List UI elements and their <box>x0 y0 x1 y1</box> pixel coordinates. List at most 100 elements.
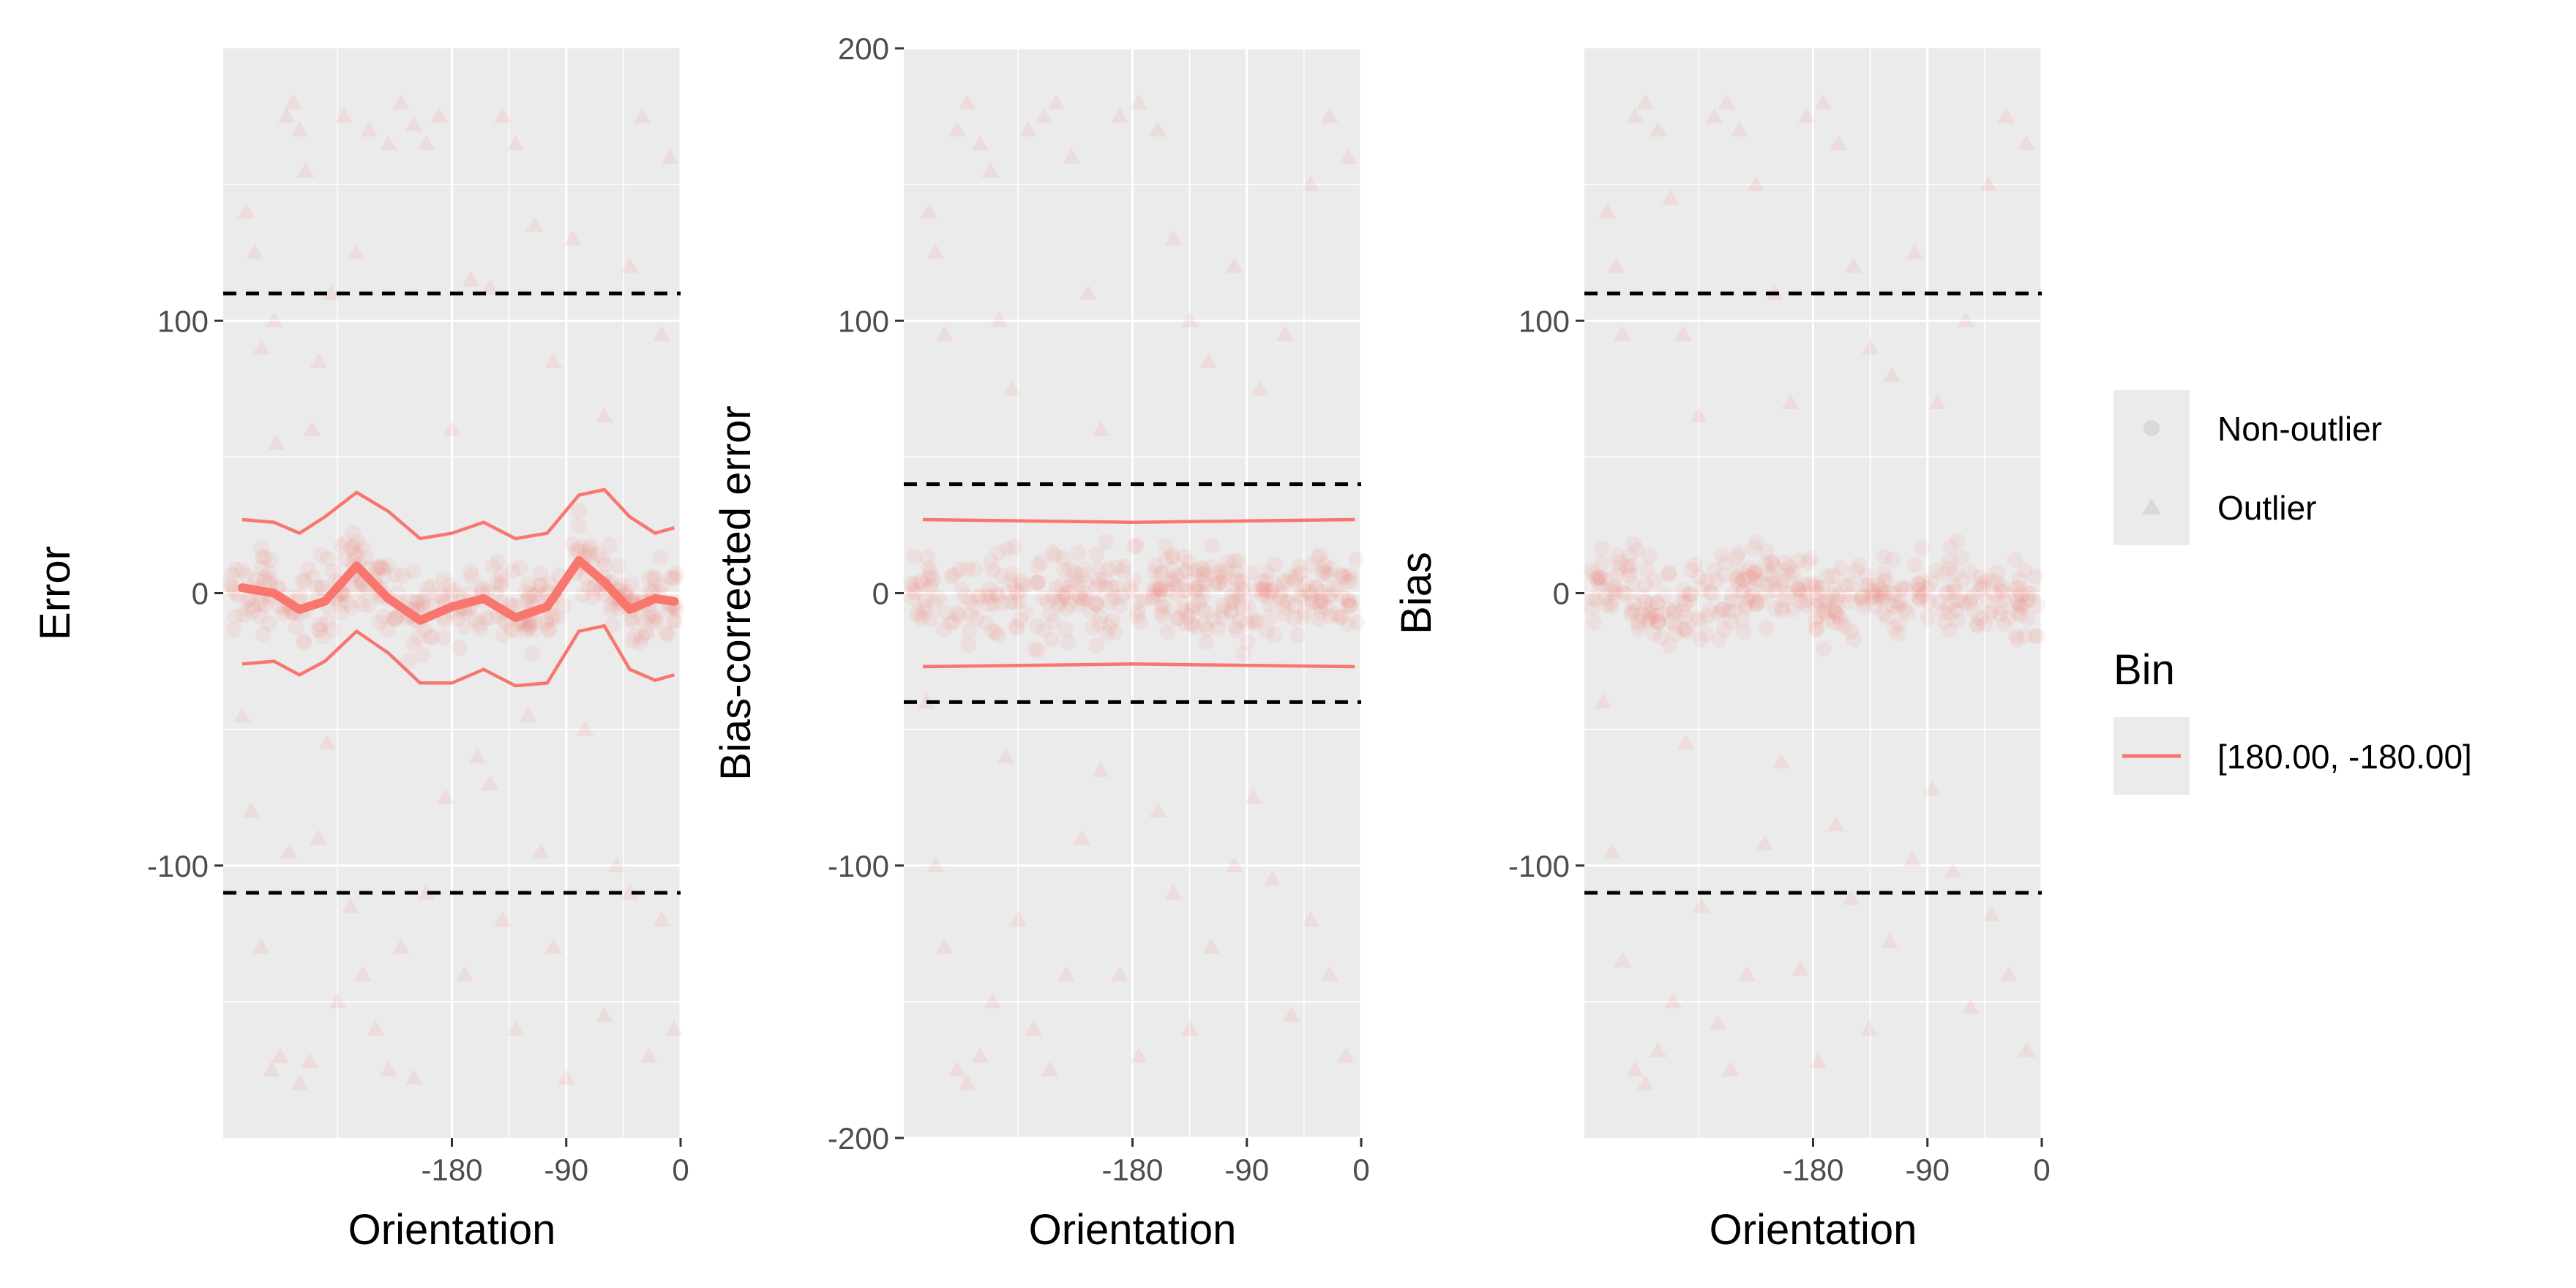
non-outlier-point <box>1183 572 1199 588</box>
non-outlier-point <box>319 550 336 567</box>
non-outlier-point <box>1680 585 1697 602</box>
outlier-point <box>2018 1041 2036 1057</box>
non-outlier-point <box>1194 588 1211 604</box>
non-outlier-point <box>1704 585 1721 602</box>
non-outlier-point <box>1650 614 1666 631</box>
non-outlier-point <box>295 632 312 649</box>
non-outlier-point <box>1688 610 1705 627</box>
non-outlier-point <box>463 568 480 585</box>
non-outlier-point <box>1055 550 1071 567</box>
non-outlier-point <box>2013 586 2030 603</box>
panels: -100 0 100 -180 -90 0 Orientation Error -200 -100… <box>31 31 2051 1254</box>
non-outlier-point <box>978 588 995 604</box>
non-outlier-point <box>585 580 602 597</box>
non-outlier-point <box>1748 596 1765 613</box>
non-outlier-point <box>1767 600 1783 617</box>
non-outlier-point <box>1994 578 2011 595</box>
non-outlier-point <box>1186 580 1203 597</box>
non-outlier-point <box>263 552 280 569</box>
non-outlier-point <box>1743 581 1760 598</box>
non-outlier-point <box>1626 595 1643 612</box>
non-outlier-point <box>1342 596 1359 613</box>
non-outlier-point <box>1257 572 1274 589</box>
outlier-point <box>1225 856 1243 872</box>
outlier-point <box>443 421 461 437</box>
non-outlier-point <box>1674 603 1690 620</box>
non-outlier-point <box>1014 582 1030 599</box>
non-outlier-point <box>1336 569 1353 585</box>
non-outlier-point <box>312 616 329 633</box>
non-outlier-point <box>1308 594 1325 610</box>
non-outlier-point <box>1972 569 1989 586</box>
non-outlier-point <box>1136 591 1153 608</box>
non-outlier-point <box>1931 594 1947 610</box>
non-outlier-point <box>659 626 676 643</box>
non-outlier-point <box>1740 568 1756 585</box>
non-outlier-point <box>1694 580 1711 597</box>
non-outlier-point <box>1107 624 1123 640</box>
legend-shape-key-bg <box>2113 390 2190 545</box>
non-outlier-point <box>1287 597 1303 614</box>
non-outlier-point <box>1070 544 1087 561</box>
legend: Non-outlier Outlier Bin [180.00, -180.00… <box>2113 390 2472 795</box>
non-outlier-point <box>1126 538 1143 555</box>
non-outlier-point <box>1912 591 1928 608</box>
non-outlier-point <box>1232 612 1248 629</box>
non-outlier-point <box>1254 573 1270 590</box>
non-outlier-point <box>1199 621 1216 637</box>
non-outlier-point <box>495 627 512 644</box>
non-outlier-point <box>493 574 510 591</box>
outlier-point <box>1199 353 1218 369</box>
non-outlier-point <box>1297 576 1314 593</box>
non-outlier-point <box>1774 599 1791 615</box>
non-outlier-point <box>1767 574 1784 591</box>
non-outlier-point <box>1293 588 1310 605</box>
non-outlier-point <box>601 536 618 553</box>
non-outlier-point <box>1061 561 1078 577</box>
x-axis-title: Orientation <box>1029 1206 1237 1254</box>
non-outlier-point <box>590 546 607 563</box>
non-outlier-point <box>1734 611 1751 628</box>
non-outlier-point <box>1948 602 1965 618</box>
outlier-point <box>1180 1020 1199 1036</box>
non-outlier-point <box>1954 573 1971 590</box>
non-outlier-point <box>1832 615 1849 632</box>
non-outlier-point <box>1090 571 1107 588</box>
non-outlier-point <box>904 590 921 607</box>
non-outlier-point <box>1311 611 1328 628</box>
non-outlier-point <box>2016 561 2033 578</box>
non-outlier-point <box>1892 595 1909 612</box>
non-outlier-point <box>1961 594 1978 610</box>
non-outlier-point <box>580 579 597 596</box>
non-outlier-point <box>1736 572 1753 588</box>
non-outlier-point <box>253 559 270 576</box>
outlier-point <box>557 1069 575 1085</box>
non-outlier-point <box>1629 542 1646 558</box>
non-outlier-point <box>1235 583 1251 599</box>
non-outlier-point <box>1912 589 1928 606</box>
outlier-point <box>367 1020 385 1036</box>
outlier-point <box>392 94 411 110</box>
non-outlier-point <box>1792 587 1809 604</box>
non-outlier-point <box>647 609 664 626</box>
non-outlier-point <box>1286 572 1303 588</box>
non-outlier-point <box>1088 637 1105 654</box>
non-outlier-point <box>1798 592 1815 609</box>
non-outlier-point <box>1586 614 1603 631</box>
non-outlier-point <box>1185 597 1202 614</box>
outlier-point <box>1079 285 1097 301</box>
non-outlier-point <box>371 614 388 631</box>
outlier-point <box>1674 325 1693 341</box>
outlier-point <box>1999 965 2018 981</box>
non-outlier-point <box>1335 568 1352 585</box>
outlier-point <box>310 353 328 369</box>
non-outlier-point <box>1157 599 1174 615</box>
non-outlier-point <box>916 604 932 621</box>
x-tick-label: 0 <box>2033 1153 2050 1187</box>
non-outlier-point <box>922 610 939 627</box>
non-outlier-point <box>1234 574 1251 591</box>
non-outlier-point <box>1278 574 1295 591</box>
non-outlier-point <box>1819 592 1835 609</box>
non-outlier-point <box>633 629 650 645</box>
non-outlier-point <box>1096 570 1113 587</box>
